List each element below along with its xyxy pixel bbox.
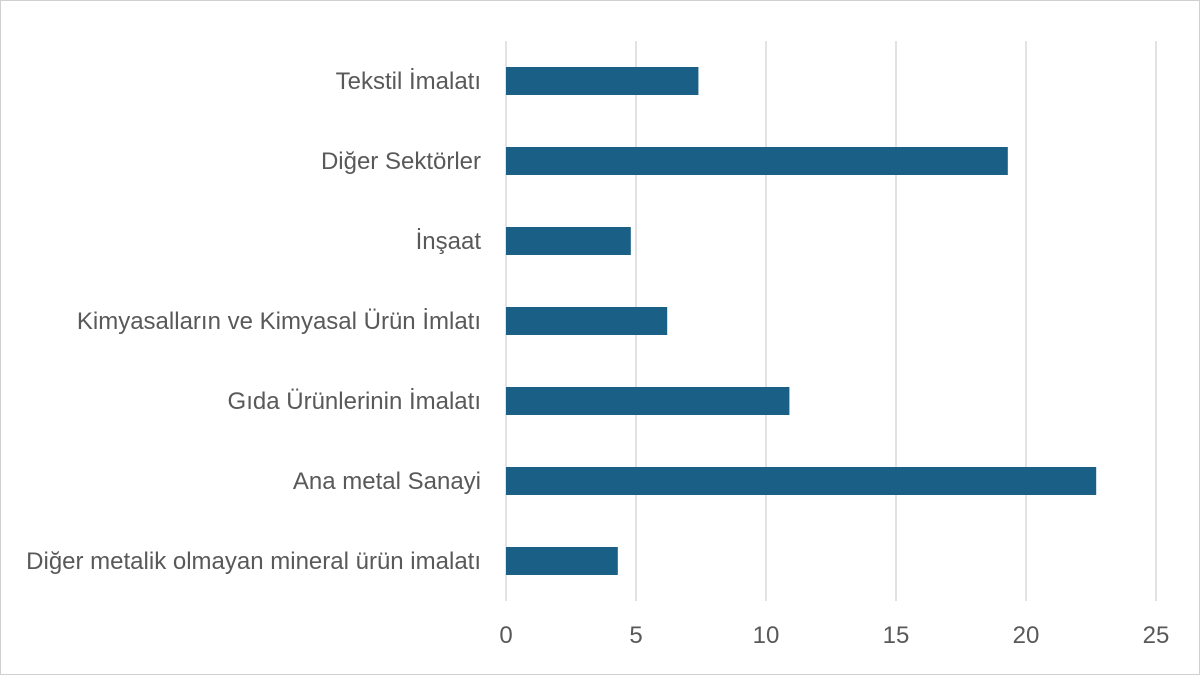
bar bbox=[506, 147, 1008, 175]
category-label: Gıda Ürünlerinin İmalatı bbox=[228, 388, 481, 415]
bar bbox=[506, 307, 668, 335]
category-label: Kimyasalların ve Kimyasal Ürün İmlatı bbox=[77, 308, 481, 335]
bar bbox=[506, 227, 631, 255]
x-tick-label: 10 bbox=[753, 622, 780, 649]
x-tick-label: 0 bbox=[499, 622, 512, 649]
gridlines bbox=[505, 41, 1157, 601]
y-axis-labels: Tekstil İmalatı Diğer Sektörler İnşaat Kimy… bbox=[26, 68, 481, 575]
category-label: Diğer Sektörler bbox=[321, 148, 481, 175]
bars bbox=[506, 67, 1097, 575]
bar bbox=[506, 67, 699, 95]
x-tick-label: 5 bbox=[629, 622, 642, 649]
bar bbox=[506, 547, 618, 575]
category-label: Tekstil İmalatı bbox=[336, 68, 481, 95]
x-tick-label: 25 bbox=[1143, 622, 1170, 649]
x-tick-label: 15 bbox=[883, 622, 910, 649]
bar bbox=[506, 387, 790, 415]
category-label: İnşaat bbox=[416, 228, 482, 255]
category-label: Diğer metalik olmayan mineral ürün imala… bbox=[26, 548, 481, 575]
x-axis-ticks: 0 5 10 15 20 25 bbox=[499, 622, 1169, 649]
x-tick-label: 20 bbox=[1013, 622, 1040, 649]
bar bbox=[506, 467, 1097, 495]
category-label: Ana metal Sanayi bbox=[293, 468, 481, 495]
